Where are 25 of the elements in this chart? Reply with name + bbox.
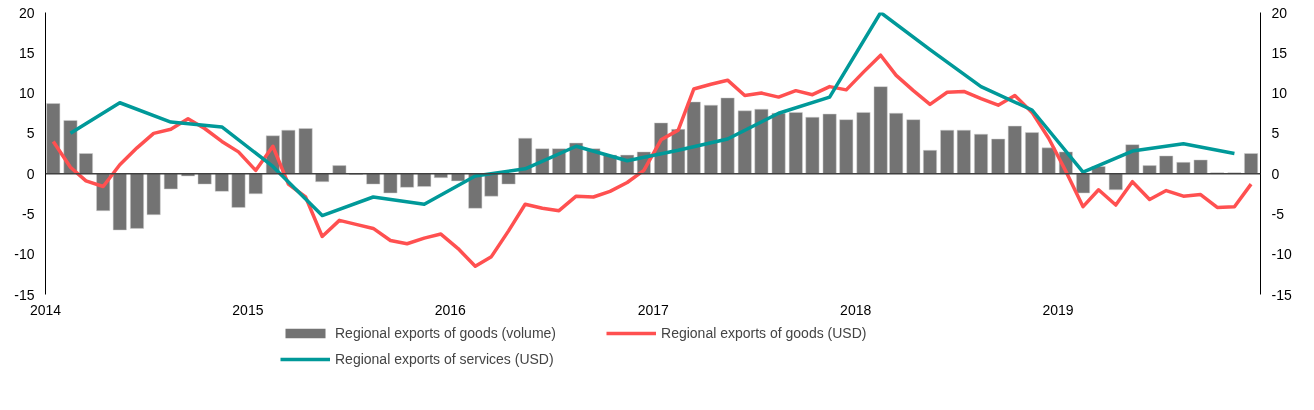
legend-label: Regional exports of services (USD)	[335, 351, 554, 367]
x-tick-label: 2015	[232, 301, 264, 318]
y-tick-label: 0	[26, 165, 35, 182]
x-tick-label: 2018	[840, 301, 872, 318]
y-tick-label: -10	[14, 246, 35, 263]
y2-tick-label: 15	[1271, 44, 1288, 61]
x-tick-label: 2016	[434, 301, 467, 318]
legend-label: Regional exports of goods (volume)	[335, 325, 557, 341]
legend-label: Regional exports of goods (USD)	[661, 325, 867, 341]
x-tick-label: 2017	[637, 301, 670, 318]
y-tick-label: 10	[18, 85, 35, 102]
y2-tick-label: 10	[1271, 85, 1288, 102]
y-tick-label: -5	[22, 205, 35, 222]
y2-tick-label: 0	[1271, 165, 1280, 182]
y-tick-label: 5	[26, 125, 35, 142]
y2-tick-label: -5	[1271, 205, 1285, 222]
x-tick-label: 2019	[1042, 301, 1074, 318]
y2-tick-label: -10	[1271, 246, 1292, 263]
x-tick-label: 2014	[29, 301, 62, 318]
y2-tick-label: 5	[1271, 125, 1280, 142]
y2-tick-label: 20	[1271, 4, 1288, 21]
y-tick-label: 20	[18, 4, 35, 21]
y-tick-label: -15	[14, 286, 35, 303]
y-tick-label: 15	[18, 44, 35, 61]
y2-tick-label: -15	[1271, 286, 1292, 303]
